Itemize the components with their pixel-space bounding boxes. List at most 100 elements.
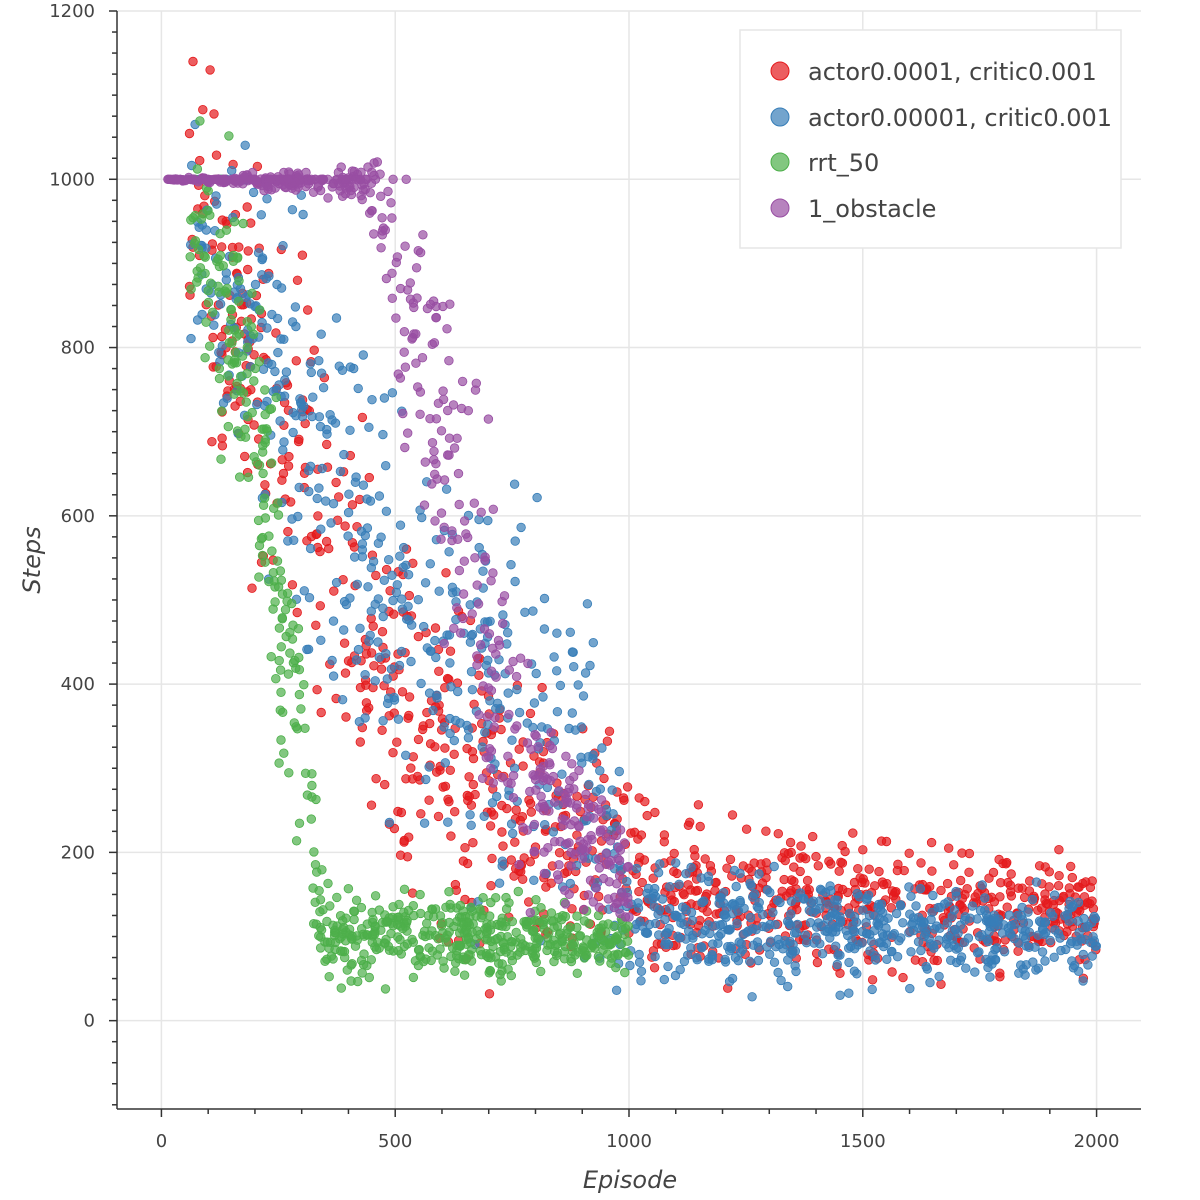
data-point	[449, 443, 460, 453]
data-point	[489, 810, 499, 820]
data-point	[270, 597, 280, 607]
data-point	[291, 411, 301, 421]
data-point	[381, 564, 392, 575]
data-point	[996, 878, 1006, 888]
data-point	[431, 652, 441, 663]
data-point	[990, 954, 1001, 965]
data-point	[572, 968, 583, 979]
data-point	[266, 652, 276, 662]
data-point	[411, 263, 422, 273]
data-point	[687, 915, 698, 926]
data-point	[355, 623, 365, 634]
data-point	[370, 891, 381, 901]
data-point	[485, 616, 495, 627]
data-point	[867, 975, 878, 985]
data-point	[503, 628, 513, 638]
data-point	[484, 989, 495, 999]
data-point	[733, 956, 744, 966]
data-point	[1030, 942, 1040, 952]
data-point	[1040, 956, 1050, 966]
data-point	[486, 897, 496, 908]
data-point	[316, 707, 326, 718]
data-point	[622, 862, 633, 872]
data-point	[254, 460, 265, 470]
data-point	[809, 938, 819, 948]
data-point	[424, 795, 434, 805]
data-point	[366, 606, 377, 616]
data-point	[974, 947, 984, 957]
data-point	[595, 784, 606, 794]
data-point	[704, 954, 714, 964]
data-point	[384, 711, 394, 721]
legend-box	[739, 29, 1122, 249]
data-point	[1050, 925, 1060, 935]
data-point	[207, 307, 218, 318]
data-point	[578, 691, 589, 701]
data-point	[1005, 880, 1016, 891]
data-point	[379, 393, 390, 403]
data-point	[336, 162, 346, 172]
data-point	[194, 155, 205, 166]
data-point	[380, 984, 391, 994]
data-point	[386, 664, 397, 674]
data-point	[261, 274, 272, 284]
data-point	[852, 969, 862, 979]
data-point	[985, 972, 995, 982]
data-point	[973, 888, 983, 899]
data-point	[380, 779, 390, 790]
data-point	[304, 486, 314, 497]
data-point	[411, 358, 421, 368]
data-point	[427, 926, 437, 936]
data-point	[279, 437, 289, 447]
data-point	[465, 600, 475, 610]
data-point	[663, 961, 673, 972]
data-point	[438, 386, 448, 396]
data-point	[725, 854, 736, 865]
data-point	[350, 941, 361, 951]
data-point	[438, 928, 448, 938]
data-point	[573, 680, 583, 690]
data-point	[552, 666, 562, 676]
data-point	[665, 882, 675, 892]
data-point	[305, 543, 316, 554]
data-point	[516, 522, 526, 533]
data-point	[546, 878, 556, 888]
data-point	[720, 954, 730, 965]
data-point	[309, 847, 319, 857]
data-point	[283, 461, 294, 471]
data-point	[572, 922, 582, 933]
data-point	[445, 765, 456, 776]
data-point	[431, 313, 441, 323]
data-point	[444, 630, 455, 640]
data-point	[894, 936, 904, 946]
data-point	[364, 636, 374, 647]
data-point	[415, 889, 425, 900]
legend-label-rrt-50: rrt_50	[808, 149, 879, 177]
data-point	[445, 728, 455, 739]
data-point	[1087, 896, 1097, 906]
data-point	[281, 367, 292, 377]
series-1-points	[185, 119, 1102, 1002]
data-point	[802, 875, 813, 886]
data-point	[539, 624, 550, 634]
data-point	[376, 191, 386, 202]
data-point	[378, 716, 388, 726]
data-point	[195, 263, 206, 273]
data-point	[537, 682, 547, 693]
data-point	[501, 904, 512, 914]
data-point	[583, 799, 594, 810]
data-point	[1048, 911, 1058, 921]
data-point	[441, 937, 452, 947]
data-point	[419, 621, 429, 632]
data-point	[468, 779, 479, 790]
data-point	[303, 305, 313, 315]
data-point	[579, 916, 590, 926]
data-point	[430, 635, 440, 646]
data-point	[263, 358, 273, 368]
data-point	[870, 955, 881, 965]
data-point	[310, 860, 321, 870]
data-point	[776, 975, 786, 986]
data-point	[292, 607, 302, 618]
data-point	[508, 770, 519, 781]
data-point	[388, 174, 398, 185]
